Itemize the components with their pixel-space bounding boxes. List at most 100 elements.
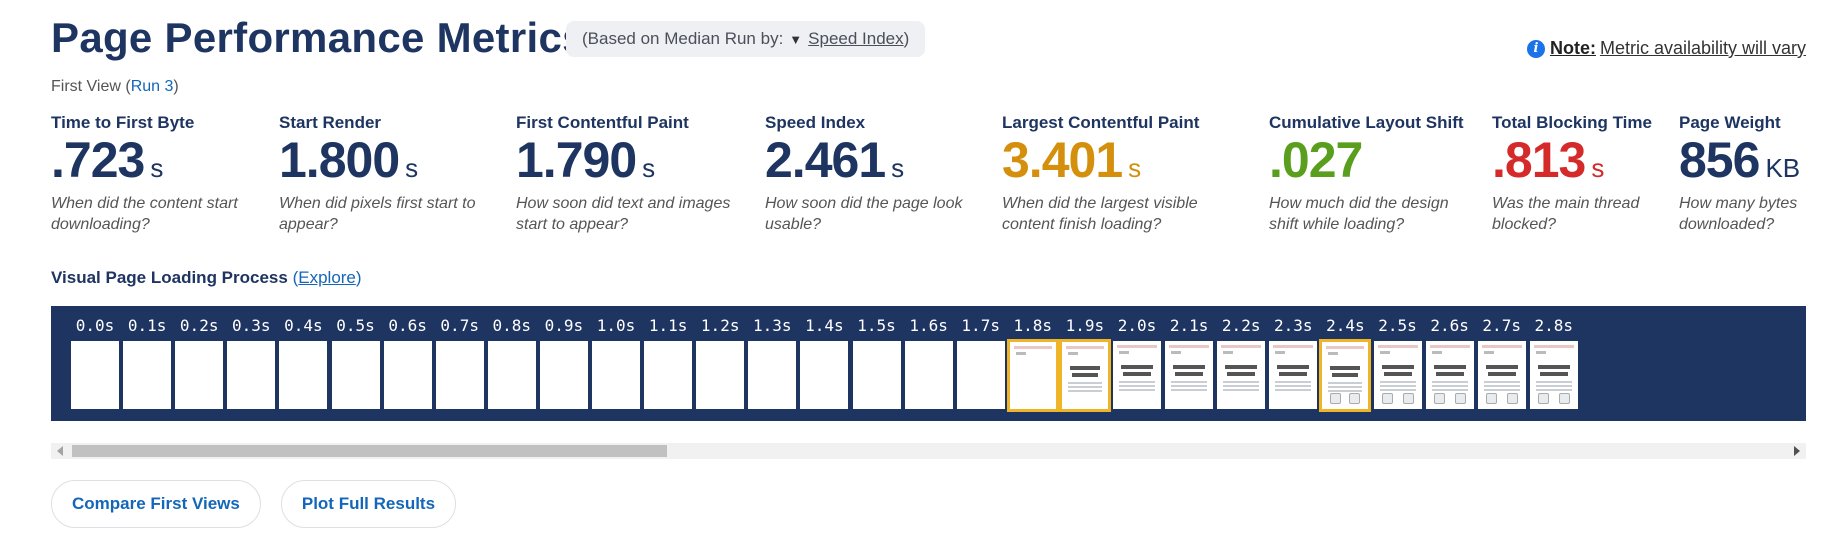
frame-thumbnail[interactable] bbox=[1373, 341, 1422, 409]
median-metric-link[interactable]: Speed Index bbox=[808, 29, 904, 48]
frame-thumbnail[interactable] bbox=[644, 341, 693, 409]
frame-thumbnail[interactable] bbox=[487, 341, 536, 409]
filmstrip-frame[interactable]: 1.2s bbox=[692, 306, 748, 421]
frame-thumbnail[interactable] bbox=[227, 341, 276, 409]
scroll-left-arrow-icon[interactable] bbox=[57, 446, 63, 456]
filmstrip-frame[interactable]: 0.4s bbox=[275, 306, 331, 421]
filmstrip-frame[interactable]: 1.6s bbox=[901, 306, 957, 421]
frame-thumbnail[interactable] bbox=[956, 341, 1005, 409]
metric-desc-line: shift while loading? bbox=[1269, 216, 1405, 233]
scroll-right-arrow-icon[interactable] bbox=[1794, 446, 1800, 456]
metric-value: 2.461 bbox=[765, 132, 886, 188]
frame-timestamp: 2.3s bbox=[1274, 316, 1313, 335]
scrollbar-thumb[interactable] bbox=[72, 445, 667, 457]
thumb-text-line bbox=[1067, 386, 1102, 388]
filmstrip-frame[interactable]: 1.9s bbox=[1057, 306, 1113, 421]
frame-timestamp: 0.4s bbox=[284, 316, 323, 335]
thumb-text-line bbox=[1171, 381, 1208, 383]
frame-thumbnail[interactable] bbox=[279, 341, 328, 409]
filmstrip-frame[interactable]: 0.8s bbox=[484, 306, 540, 421]
frame-thumbnail[interactable] bbox=[748, 341, 797, 409]
frame-thumbnail[interactable] bbox=[592, 341, 640, 409]
frame-timestamp: 0.5s bbox=[336, 316, 375, 335]
frame-thumbnail[interactable] bbox=[175, 341, 224, 409]
filmstrip-frame[interactable]: 2.3s bbox=[1265, 306, 1321, 421]
filmstrip-frame[interactable]: 0.1s bbox=[119, 306, 175, 421]
frame-timestamp: 1.9s bbox=[1065, 316, 1105, 335]
frame-thumbnail[interactable] bbox=[1269, 341, 1318, 409]
filmstrip-frame[interactable]: 0.6s bbox=[380, 306, 436, 421]
filmstrip-frame[interactable]: 0.9s bbox=[536, 306, 592, 421]
explore-link[interactable]: Explore bbox=[298, 268, 356, 287]
filmstrip-frame[interactable]: 2.5s bbox=[1370, 306, 1426, 421]
frame-thumbnail[interactable] bbox=[435, 341, 484, 409]
frame-thumbnail[interactable] bbox=[800, 341, 849, 409]
frame-timestamp: 2.6s bbox=[1430, 316, 1469, 335]
metric-start-render: Start Render 1.800 s When did pixels firs… bbox=[279, 113, 476, 235]
compare-first-views-button[interactable]: Compare First Views bbox=[51, 480, 261, 528]
filmstrip-frame[interactable]: 1.5s bbox=[849, 306, 905, 421]
filmstrip-frame[interactable]: 1.8s bbox=[1005, 306, 1061, 421]
metric-tbt: Total Blocking Time .813 s Was the main t… bbox=[1492, 113, 1652, 235]
filmstrip-frame[interactable]: 2.2s bbox=[1213, 306, 1269, 421]
filmstrip-frame[interactable]: 2.0s bbox=[1109, 306, 1165, 421]
filmstrip-frame[interactable]: 2.8s bbox=[1526, 306, 1582, 421]
frame-thumbnail[interactable] bbox=[1425, 341, 1474, 409]
visual-loading-label: Visual Page Loading Process bbox=[51, 268, 288, 287]
thumb-banner bbox=[1429, 345, 1470, 348]
frame-thumbnail[interactable] bbox=[71, 341, 119, 409]
filmstrip-frame[interactable]: 2.6s bbox=[1422, 306, 1478, 421]
metric-value-row: 1.790 s bbox=[516, 135, 730, 185]
metric-unit: s bbox=[891, 153, 905, 183]
filmstrip-frame[interactable]: 1.7s bbox=[953, 306, 1009, 421]
metric-label: Page Weight bbox=[1679, 113, 1781, 132]
filmstrip-frame[interactable]: 0.5s bbox=[328, 306, 384, 421]
frame-thumbnail[interactable] bbox=[1058, 339, 1111, 412]
thumb-text-line bbox=[1067, 382, 1102, 384]
run-link[interactable]: Run 3 bbox=[130, 78, 174, 95]
filmstrip-frame[interactable]: 1.4s bbox=[796, 306, 852, 421]
metric-description: Was the main thread blocked? bbox=[1492, 193, 1652, 235]
filmstrip-frame[interactable]: 0.0s bbox=[67, 306, 123, 421]
filmstrip-frame[interactable]: 0.2s bbox=[171, 306, 227, 421]
filmstrip[interactable]: 0.0s 0.1s 0.2s 0.3s 0.4s 0.5s 0.6s 0.7s 0.8s 0.9s… bbox=[51, 306, 1806, 421]
metric-desc-line: How much did the design bbox=[1269, 195, 1449, 212]
frame-thumbnail[interactable] bbox=[1529, 341, 1578, 409]
thumb-text-line bbox=[1379, 389, 1416, 391]
filmstrip-frame[interactable]: 2.7s bbox=[1474, 306, 1530, 421]
frame-thumbnail[interactable] bbox=[1113, 341, 1161, 409]
filmstrip-frame[interactable]: 2.4s bbox=[1317, 306, 1373, 421]
thumb-text-line bbox=[1223, 389, 1260, 391]
filmstrip-frame[interactable]: 0.7s bbox=[432, 306, 488, 421]
median-run-selector[interactable]: (Based on Median Run by: ▼ Speed Index ) bbox=[566, 21, 926, 57]
metric-desc-line: How soon did text and images bbox=[516, 195, 731, 212]
filmstrip-frame[interactable]: 1.1s bbox=[640, 306, 696, 421]
plot-full-results-button[interactable]: Plot Full Results bbox=[280, 480, 457, 528]
filmstrip-frame[interactable]: 2.1s bbox=[1161, 306, 1217, 421]
frame-thumbnail[interactable] bbox=[1319, 339, 1372, 412]
frame-thumbnail[interactable] bbox=[852, 341, 901, 409]
frame-thumbnail[interactable] bbox=[904, 341, 953, 409]
filmstrip-frame[interactable]: 1.0s bbox=[588, 306, 644, 421]
metric-unit: s bbox=[642, 153, 656, 183]
filmstrip-frame[interactable]: 0.3s bbox=[223, 306, 279, 421]
filmstrip-scrollbar[interactable] bbox=[51, 443, 1806, 459]
thumb-banner bbox=[1221, 345, 1262, 348]
frame-thumbnail[interactable] bbox=[383, 341, 432, 409]
metric-desc-line: blocked? bbox=[1492, 216, 1557, 233]
frame-thumbnail[interactable] bbox=[331, 341, 380, 409]
metric-availability-note[interactable]: i Note: Metric availability will vary bbox=[1526, 38, 1806, 59]
thumb-text-line bbox=[1328, 386, 1363, 388]
frame-thumbnail[interactable] bbox=[1477, 341, 1526, 409]
frame-thumbnail[interactable] bbox=[1006, 339, 1059, 412]
frame-thumbnail[interactable] bbox=[696, 341, 745, 409]
frame-timestamp: 1.3s bbox=[753, 316, 792, 335]
frame-thumbnail[interactable] bbox=[1165, 341, 1214, 409]
filmstrip-frame[interactable]: 1.3s bbox=[744, 306, 800, 421]
frame-thumbnail[interactable] bbox=[1217, 341, 1266, 409]
metric-unit: s bbox=[405, 153, 419, 183]
thumb-expand-icon bbox=[1349, 393, 1361, 404]
metric-value: .723 bbox=[51, 132, 145, 188]
frame-thumbnail[interactable] bbox=[123, 341, 172, 409]
frame-thumbnail[interactable] bbox=[539, 341, 588, 409]
